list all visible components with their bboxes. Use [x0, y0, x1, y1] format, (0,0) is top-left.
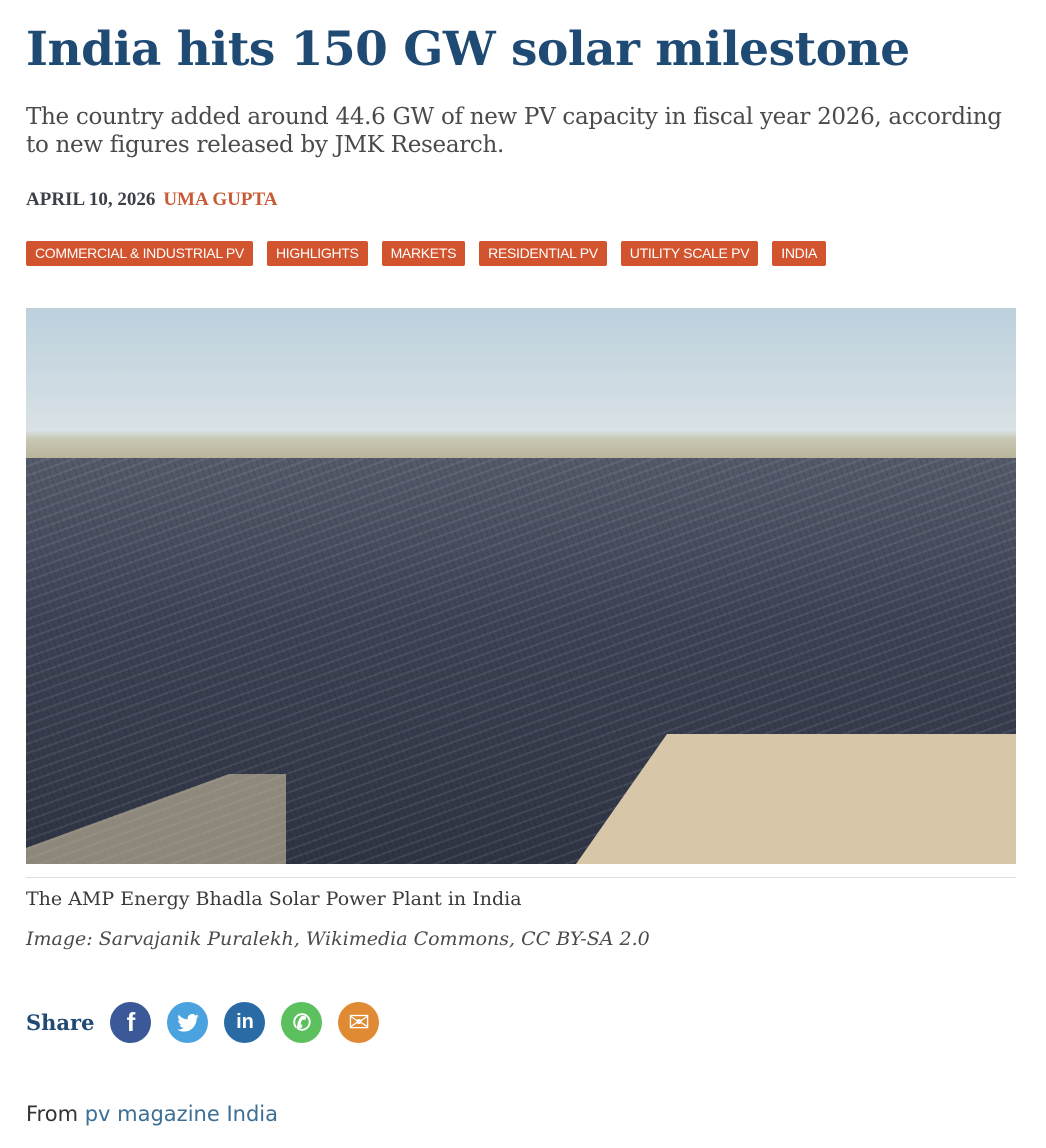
- email-icon[interactable]: ✉: [338, 1002, 380, 1043]
- image-credit: Image: Sarvajanik Puralekh, Wikimedia Co…: [26, 928, 650, 950]
- facebook-icon[interactable]: f: [110, 1002, 152, 1043]
- share-label: Share: [26, 1010, 95, 1035]
- linkedin-icon[interactable]: in: [224, 1002, 266, 1043]
- source-prefix: From: [26, 1102, 79, 1126]
- tag-commercial-industrial-pv[interactable]: COMMERCIAL & INDUSTRIAL PV: [26, 241, 253, 266]
- tag-india[interactable]: INDIA: [772, 241, 827, 266]
- caption-divider: [26, 877, 1016, 878]
- share-bar: Share f in ✆ ✉: [26, 1002, 395, 1043]
- publish-date: APRIL 10, 2026: [26, 189, 156, 210]
- tag-markets[interactable]: MARKETS: [381, 241, 466, 266]
- whatsapp-icon[interactable]: ✆: [281, 1002, 323, 1043]
- tag-highlights[interactable]: HIGHLIGHTS: [266, 241, 368, 266]
- tag-residential-pv[interactable]: RESIDENTIAL PV: [479, 241, 607, 266]
- tag-list: COMMERCIAL & INDUSTRIAL PV HIGHLIGHTS MA…: [26, 241, 827, 266]
- article-meta: APRIL 10, 2026 UMA GUPTA: [26, 189, 278, 211]
- article-subtitle: The country added around 44.6 GW of new …: [26, 104, 1002, 158]
- tag-utility-scale-pv[interactable]: UTILITY SCALE PV: [620, 241, 759, 266]
- author-link[interactable]: UMA GUPTA: [163, 189, 278, 210]
- source-link[interactable]: pv magazine India: [84, 1102, 278, 1126]
- twitter-icon[interactable]: [167, 1002, 209, 1043]
- image-caption: The AMP Energy Bhadla Solar Power Plant …: [26, 888, 522, 910]
- article-image-solar-plant: [26, 308, 1016, 864]
- article-title: India hits 150 GW solar milestone: [26, 22, 910, 77]
- sand-area-left: [26, 774, 286, 864]
- source-line: From pv magazine India: [26, 1102, 278, 1126]
